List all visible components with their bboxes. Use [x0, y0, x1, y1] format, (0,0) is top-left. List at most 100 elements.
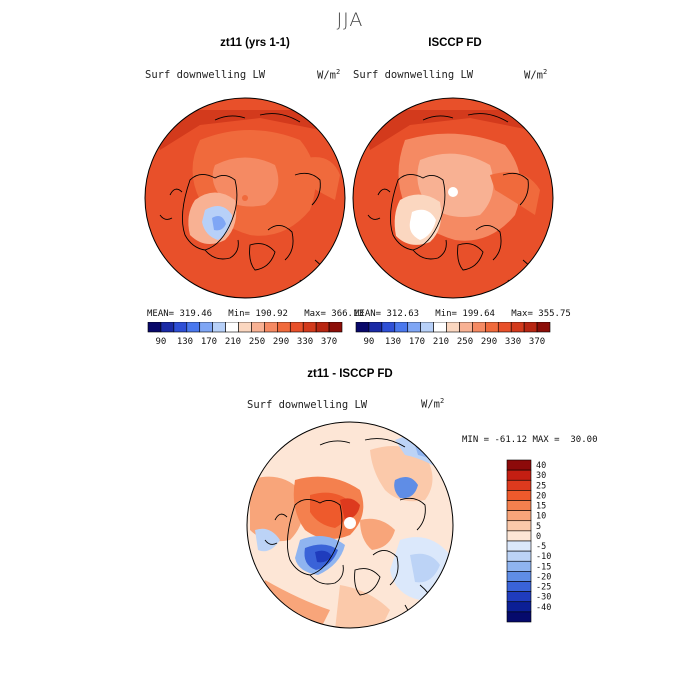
panel1-colorbar-tick-label: 90 [156, 337, 167, 347]
panel3-colorbar-tick-label: -15 [536, 562, 551, 572]
panel3-colorbar-tick-label: -5 [536, 542, 546, 552]
panel1-title: zt11 (yrs 1-1) [220, 37, 290, 49]
panel3-colorbar-tick-label: 40 [536, 461, 546, 471]
panel2-colorbar-swatch [536, 322, 551, 333]
panel3-colorbar-swatch [506, 550, 532, 562]
panel2-title: ISCCP FD [428, 37, 482, 49]
panel3-colorbar-swatch [506, 611, 532, 623]
panel2-colorbar-swatch [510, 322, 525, 333]
panel2-units: W/m2 [524, 68, 548, 82]
panel2-colorbar-swatch [355, 322, 370, 333]
panel1-colorbar-swatch [238, 322, 252, 333]
panel1-colorbar-swatch [251, 322, 265, 333]
panel1-stats: MEAN= 319.46 Min= 190.92 Max= 366.13 [147, 309, 364, 319]
panel1-colorbar-swatch [186, 322, 201, 333]
panel3-colorbar-swatch [506, 540, 532, 552]
panel1-variable-label: Surf downwelling LW [145, 69, 266, 81]
panel1-colorbar-tick-label: 130 [177, 337, 193, 347]
panel1-units: W/m2 [317, 68, 341, 82]
panel2-colorbar-swatch [420, 322, 434, 333]
panel1-colorbar-tick-label: 210 [225, 337, 241, 347]
panel3-colorbar-tick-label: -20 [536, 572, 551, 582]
panel3-stats: MIN = -61.12 MAX = 30.00 [462, 435, 598, 445]
panel2-colorbar-swatch [433, 322, 447, 333]
panel3-colorbar-swatch [506, 560, 532, 572]
panel1-colorbar-swatch [199, 322, 213, 333]
panel3-colorbar-tick-label: 10 [536, 512, 546, 522]
panel2-map [353, 98, 553, 298]
panel3-colorbar-swatch [506, 591, 532, 603]
panel3-colorbar-tick-label: -40 [536, 603, 551, 613]
panel1-colorbar-swatch [173, 322, 188, 333]
panel2-colorbar-swatch [523, 322, 538, 333]
panel2-colorbar-swatch [381, 322, 396, 333]
panel1-colorbar-swatch [302, 322, 317, 333]
panel2-colorbar-tick-label: 170 [409, 337, 425, 347]
panel3-map [247, 422, 453, 628]
season-title: JJA [336, 9, 364, 31]
panel1-colorbar-swatch [328, 322, 343, 333]
panel3-colorbar-tick-label: -10 [536, 552, 551, 562]
panel3-units: W/m2 [421, 397, 445, 411]
panel3-colorbar-tick-label: -25 [536, 583, 551, 593]
panel1-colorbar-swatch [225, 322, 239, 333]
panel3-colorbar-swatch [506, 490, 532, 501]
panel3-colorbar-swatch [506, 479, 532, 491]
panel3-colorbar-swatch [506, 510, 532, 522]
panel2-frame [352, 97, 554, 299]
panel2-colorbar-swatch [497, 322, 512, 333]
panel1-colorbar-swatch [315, 322, 330, 333]
panel1-colorbar-swatch [277, 322, 291, 333]
panel2-colorbar-tick-label: 250 [457, 337, 473, 347]
panel1-colorbar-tick-label: 250 [249, 337, 265, 347]
panel3-colorbar-swatch [506, 581, 532, 592]
panel2-variable-label: Surf downwelling LW [353, 69, 474, 81]
panel2-colorbar-tick-label: 130 [385, 337, 401, 347]
panel2-stats: MEAN= 312.63 Min= 199.64 Max= 355.75 [354, 309, 571, 319]
panel3-colorbar-tick-label: 25 [536, 481, 546, 491]
panel2-colorbar-swatch [368, 322, 383, 333]
panel3-variable-label: Surf downwelling LW [247, 399, 368, 411]
panel2-colorbar-tick-label: 330 [505, 337, 521, 347]
panel3-colorbar-swatch [506, 571, 532, 582]
panel1-colorbar-tick-label: 290 [273, 337, 289, 347]
panel1-colorbar-tick-label: 370 [321, 337, 337, 347]
panel1-colorbar-swatch [264, 322, 278, 333]
panel2-colorbar-swatch [472, 322, 486, 333]
panel3-colorbar-swatch [506, 500, 532, 511]
panel2-colorbar-swatch [407, 322, 421, 333]
panel3-colorbar-swatch [506, 601, 532, 613]
panel3-title: zt11 - ISCCP FD [307, 368, 393, 380]
panel3-colorbar-tick-label: -30 [536, 593, 551, 603]
panel2-colorbar-tick-label: 370 [529, 337, 545, 347]
panel1-frame [144, 97, 346, 299]
panel1-colorbar-tick-label: 330 [297, 337, 313, 347]
panel1-colorbar-swatch [160, 322, 175, 333]
panel3-colorbar-tick-label: 5 [536, 522, 541, 532]
panel3-frame [246, 421, 454, 629]
panel3-colorbar-tick-label: 30 [536, 471, 546, 481]
panel1-colorbar-swatch [147, 322, 162, 333]
panel2-colorbar-swatch [446, 322, 460, 333]
panel1-map [145, 98, 345, 298]
panel2-colorbar-swatch [459, 322, 473, 333]
panel3-colorbar-tick-label: 15 [536, 502, 546, 512]
panel3-colorbar-tick-label: 0 [536, 532, 541, 542]
panel2-colorbar-swatch [394, 322, 409, 333]
panel2-colorbar-tick-label: 290 [481, 337, 497, 347]
panel2-colorbar-tick-label: 90 [364, 337, 375, 347]
panel1-colorbar-swatch [212, 322, 226, 333]
panel3-colorbar-swatch [506, 520, 532, 532]
panel3-colorbar-swatch [506, 530, 532, 542]
panel2-colorbar-swatch [485, 322, 499, 333]
panel2-colorbar-tick-label: 210 [433, 337, 449, 347]
panel3-colorbar-tick-label: 20 [536, 491, 546, 501]
panel1-colorbar: 90 130 170 210 250 290 330 370 [147, 322, 343, 347]
panel1-colorbar-tick-label: 170 [201, 337, 217, 347]
panel2-colorbar: 90 130 170 210 250 290 330 370 [355, 322, 551, 347]
panel3-colorbar-swatch [506, 469, 532, 481]
panel1-colorbar-swatch [289, 322, 304, 333]
panel3-colorbar-swatch [506, 459, 532, 471]
